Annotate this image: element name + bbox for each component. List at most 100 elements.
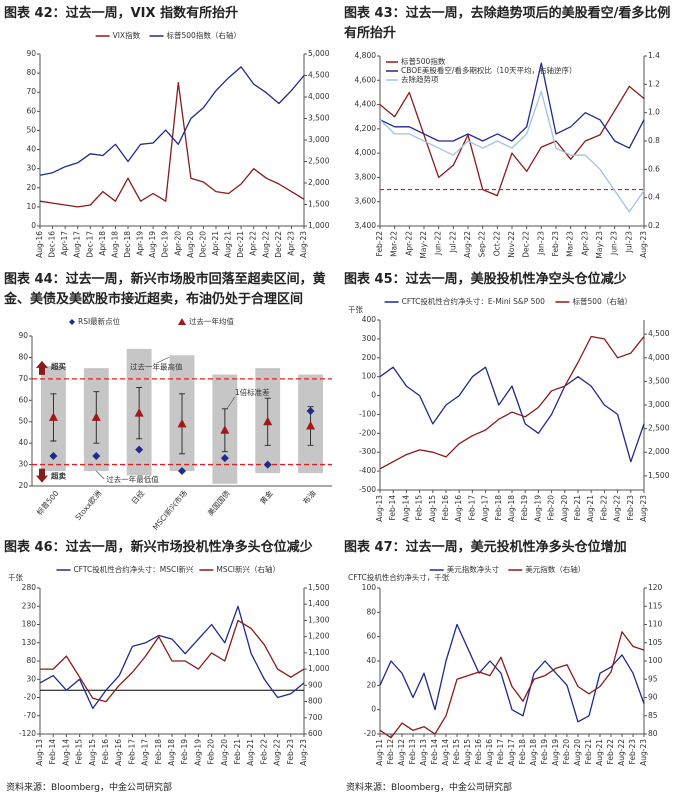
x-tick-label: Stoxx欧洲 xyxy=(73,488,104,522)
y-tick-label: 70 xyxy=(18,374,28,383)
x-tick-label: Aug-18 xyxy=(167,739,176,766)
y-tick-label: 60 xyxy=(26,106,36,115)
chart-panel: 图表 42：过去一周，VIX 指数有所抬升 0 10 20 30 40 50 60 70 80 90… xyxy=(4,4,338,266)
y-tick-label: -500 xyxy=(359,485,376,494)
x-tick-label: Aug-23 xyxy=(639,231,648,258)
rsi-marker xyxy=(220,454,229,463)
x-tick-label: Feb-20 xyxy=(562,739,571,765)
mean-marker xyxy=(48,412,58,421)
x-tick-label: Apr-23 xyxy=(286,231,295,256)
x-tick-label: Aug-21 xyxy=(586,495,595,522)
mean-marker xyxy=(134,408,144,417)
x-tick-label: Feb-22 xyxy=(606,739,615,765)
x-tick-label: Feb-21 xyxy=(584,739,593,765)
y-tick-label: -20 xyxy=(24,693,36,702)
series-line xyxy=(379,335,645,470)
y2-tick-label: 0.6 xyxy=(648,164,660,173)
y2-tick-label: 120 xyxy=(648,583,663,592)
y2-tick-label: 5,000 xyxy=(308,49,330,58)
x-tick-label: Feb-17 xyxy=(467,495,476,521)
y-tick-label: 200 xyxy=(362,353,377,362)
x-tick-label: May-22 xyxy=(419,231,428,259)
y-tick-label: 4,000 xyxy=(355,148,377,157)
y2-tick-label: 1,500 xyxy=(648,471,670,480)
x-tick-label: Feb-23 xyxy=(626,495,635,521)
y2-tick-label: 80 xyxy=(648,729,658,738)
x-tick-label: Feb-21 xyxy=(573,495,582,521)
rsi-marker xyxy=(306,407,315,415)
x-tick-label: Oct-22 xyxy=(492,231,501,256)
x-tick-label: Aug-22 xyxy=(617,739,626,766)
legend-label: 标普500指数（右轴） xyxy=(167,30,241,40)
x-tick-label: 美国国债 xyxy=(205,488,232,518)
x-tick-label: Jul-22 xyxy=(448,231,457,254)
y2-tick-label: 2,500 xyxy=(648,424,670,433)
chart-title: 图表 46：过去一周，新兴市场投机性净多头仓位减少 xyxy=(4,540,313,555)
x-tick-label: Feb-14 xyxy=(48,739,57,765)
y2-tick-label: 110 xyxy=(648,620,663,629)
y-tick-label: -20 xyxy=(364,729,376,738)
y-tick-label: 80 xyxy=(26,68,36,77)
x-tick-label: Aug-22 xyxy=(261,231,270,258)
rsi-marker xyxy=(92,452,101,460)
annotation: 过去一年最低值 xyxy=(106,474,159,484)
y-tick-label: 400 xyxy=(362,315,377,324)
x-tick-label: Aug-21 xyxy=(246,739,255,766)
chart: 20 30 40 50 60 70 80 90 标普500 Stoxx欧洲 日经 MSCI新兴市场 美国… xyxy=(18,316,332,530)
x-tick-label: Aug-21 xyxy=(595,739,604,766)
annotation: 超卖 xyxy=(50,471,66,481)
x-tick-label: Aug-15 xyxy=(88,739,97,766)
y-tick-label: 80 xyxy=(26,656,36,665)
x-tick-label: Aug-14 xyxy=(441,739,450,766)
x-tick-label: Nov-22 xyxy=(507,231,516,258)
x-tick-label: Feb-14 xyxy=(430,739,439,765)
y2-tick-label: 1.2 xyxy=(648,79,660,88)
x-tick-label: Feb-20 xyxy=(207,739,216,765)
legend-label: MSCI新兴（右轴） xyxy=(216,564,280,574)
x-tick-label: Feb-20 xyxy=(547,495,556,521)
y-tick-label: -300 xyxy=(359,447,376,456)
x-tick-label: Aug-20 xyxy=(560,495,569,522)
x-tick-label: Aug-23 xyxy=(639,739,648,766)
source-note: 资料来源：Bloomberg，中金公司研究部 xyxy=(6,783,172,793)
x-tick-label: Aug-15 xyxy=(463,739,472,766)
mean-marker xyxy=(177,418,187,428)
y-tick-label: -100 xyxy=(359,409,376,418)
y2-tick-label: 90 xyxy=(648,693,658,702)
y2-tick-label: 4,000 xyxy=(648,353,670,362)
y-tick-label: 100 xyxy=(362,372,377,381)
x-tick-label: Feb-19 xyxy=(180,739,189,765)
y-tick-label: 30 xyxy=(26,674,36,683)
x-tick-label: 布油 xyxy=(300,488,317,506)
legend-label: CFTC投机性合约净头寸：E-Mini S&P 500 xyxy=(402,296,546,306)
x-tick-label: Aug-19 xyxy=(193,739,202,766)
y2-tick-label: 0.2 xyxy=(648,221,660,230)
x-tick-label: Aug-11 xyxy=(375,739,384,766)
chart-panel: 图表 45：过去一周，美股投机性净空头仓位减少 -500 -400 -300 -200-… xyxy=(344,270,678,530)
x-tick-label: Dec-20 xyxy=(198,231,207,258)
legend-label: CFTC投机性合约净头寸：MSCI新兴 xyxy=(73,564,193,574)
y2-tick-label: 105 xyxy=(648,638,663,647)
annotation-leader xyxy=(156,357,170,364)
y2-tick-label: 700 xyxy=(308,713,323,722)
y-tick-label: 80 xyxy=(366,607,376,616)
y2-tick-label: 600 xyxy=(308,729,323,738)
y2-tick-label: 4,500 xyxy=(648,329,670,338)
y2-tick-label: 115 xyxy=(648,601,663,610)
x-tick-label: Feb-22 xyxy=(599,495,608,521)
x-tick-label: Apr-22 xyxy=(404,231,413,256)
x-tick-label: Feb-13 xyxy=(408,739,417,765)
y2-tick-label: 3,500 xyxy=(308,114,330,123)
chart: 3,400 3,600 3,800 4,000 4,200 4,400 4,600 4,800… xyxy=(355,51,661,259)
y-tick-label: 280 xyxy=(22,583,37,592)
y-tick-label: 70 xyxy=(26,87,36,96)
y-tick-label: 130 xyxy=(22,638,37,647)
series-line xyxy=(379,366,645,463)
series-line xyxy=(379,85,645,197)
x-tick-label: Feb-23 xyxy=(551,231,560,257)
x-tick-label: Apr-17 xyxy=(60,231,69,256)
y2-tick-label: 1.0 xyxy=(648,108,660,117)
chart: -20 0 20 40 60 80 100 80 85 90 95 100 105 110 115 120 Au… xyxy=(348,564,663,766)
y2-tick-label: 100 xyxy=(648,656,663,665)
